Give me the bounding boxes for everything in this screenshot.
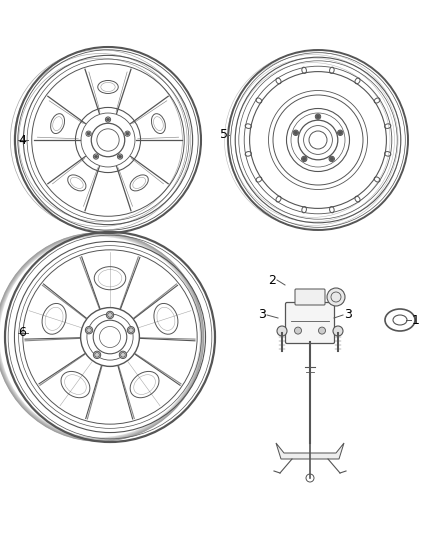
Circle shape — [293, 130, 298, 135]
Text: 3: 3 — [258, 309, 266, 321]
Circle shape — [338, 130, 343, 135]
Polygon shape — [276, 443, 344, 459]
Circle shape — [303, 157, 306, 161]
Circle shape — [127, 327, 134, 334]
Circle shape — [339, 131, 342, 134]
Circle shape — [106, 118, 110, 121]
Circle shape — [329, 156, 335, 161]
Circle shape — [126, 132, 129, 135]
Circle shape — [327, 288, 345, 306]
Text: 4: 4 — [18, 133, 26, 147]
Circle shape — [294, 327, 301, 334]
Text: 2: 2 — [268, 273, 276, 287]
Circle shape — [316, 115, 320, 118]
Circle shape — [294, 131, 297, 134]
FancyBboxPatch shape — [295, 289, 325, 305]
Text: 6: 6 — [18, 327, 26, 340]
Circle shape — [119, 351, 127, 359]
Circle shape — [85, 327, 93, 334]
Circle shape — [301, 156, 307, 161]
Circle shape — [277, 326, 287, 336]
Circle shape — [119, 155, 121, 158]
Text: 5: 5 — [220, 128, 228, 141]
Circle shape — [87, 132, 90, 135]
FancyBboxPatch shape — [286, 303, 335, 343]
Circle shape — [318, 327, 325, 334]
Circle shape — [93, 351, 101, 359]
Circle shape — [330, 157, 334, 161]
Text: 1: 1 — [412, 313, 420, 327]
Circle shape — [315, 114, 321, 119]
Circle shape — [95, 155, 98, 158]
Circle shape — [106, 311, 114, 319]
Text: 3: 3 — [344, 309, 352, 321]
Circle shape — [333, 326, 343, 336]
